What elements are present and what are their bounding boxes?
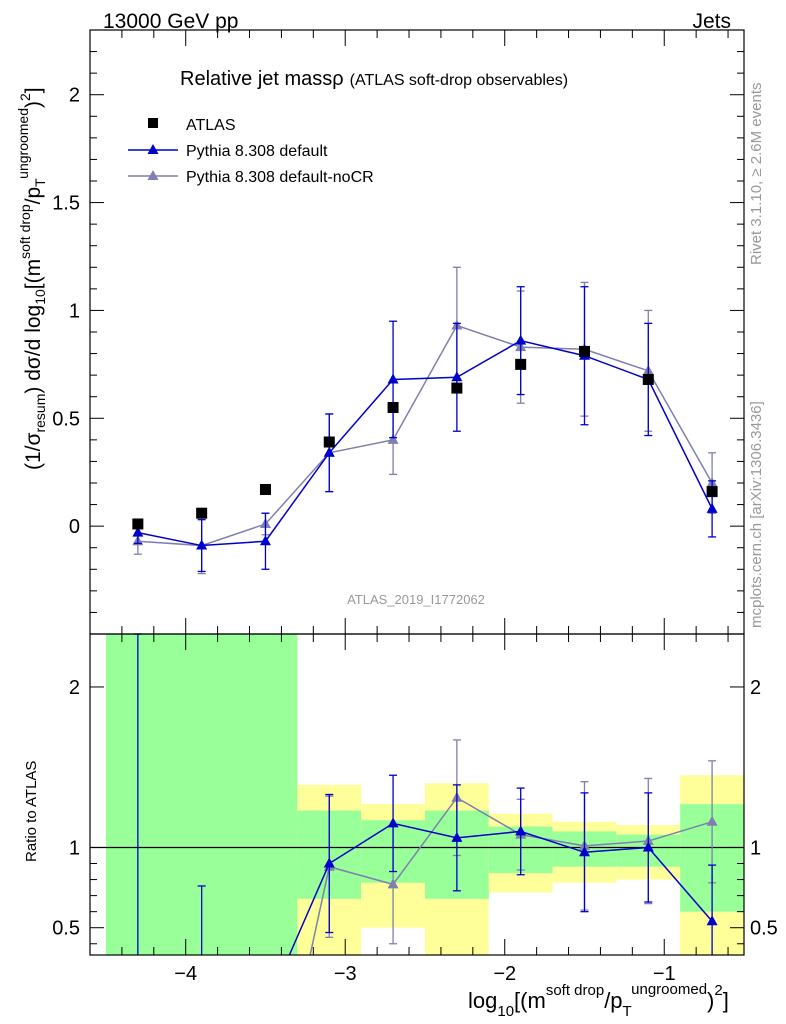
ratio-point-default — [451, 831, 463, 842]
legend-marker-nocr — [147, 170, 159, 180]
legend-label-atlas: ATLAS — [186, 117, 236, 134]
main-y-tick-label: 1.5 — [52, 193, 80, 215]
ratio-y-axis-label: Ratio to ATLAS — [23, 761, 40, 862]
analysis-label: ATLAS_2019_I1772062 — [347, 592, 485, 607]
header-energy: 13000 GeV pp — [103, 10, 238, 33]
main-point-default — [196, 539, 208, 550]
main-y-tick-label: 2 — [69, 85, 80, 107]
x-tick-label: −4 — [174, 963, 197, 985]
ratio-point-default — [706, 915, 718, 926]
ratio-y-tick-label: 2 — [69, 677, 80, 699]
axes-layer: 0 0.5 1 1.5 2 −4 −3 −2 −1 0.5 0.5 1 1 2 2 — [52, 29, 778, 985]
main-point-atlas — [387, 402, 399, 413]
legend-label-default: Pythia 8.308 default — [186, 143, 328, 160]
main-point-atlas — [132, 518, 144, 530]
main-point-default — [323, 446, 335, 457]
main-y-tick-label: 0 — [69, 516, 80, 538]
ratio-y-tick-label: 1 — [69, 837, 80, 859]
ratio-frame — [89, 633, 745, 956]
ratio-y-tick-label-right: 2 — [750, 677, 761, 699]
main-point-default — [706, 502, 718, 513]
main-line-nocr — [137, 324, 713, 547]
ratio-point-default — [578, 846, 590, 857]
legend-marker-default — [147, 144, 159, 154]
ratio-line-default — [288, 822, 713, 956]
main-point-default — [259, 535, 271, 546]
ratio-point-nocr — [387, 878, 399, 889]
legend: ATLAS Pythia 8.308 default Pythia 8.308 … — [128, 117, 374, 186]
ratio-point-default — [515, 825, 527, 836]
main-point-nocr — [387, 433, 399, 444]
main-point-default — [132, 526, 144, 537]
main-point-atlas — [323, 436, 335, 448]
main-point-atlas — [259, 483, 271, 495]
main-line-default — [137, 339, 713, 547]
x-tick-label: −3 — [334, 963, 357, 985]
main-point-atlas — [706, 486, 718, 498]
x-axis-label: log10[(msoft drop/pTungroomed)2] — [468, 981, 729, 1020]
ratio-line-nocr — [309, 796, 713, 956]
legend-label-nocr: Pythia 8.308 default-noCR — [186, 169, 374, 186]
main-point-atlas — [642, 373, 654, 385]
rivet-label: Rivet 3.1.10, ≥ 2.6M events — [748, 83, 765, 266]
main-y-tick-label: 0.5 — [52, 408, 80, 430]
main-series-layer — [132, 266, 718, 575]
ratio-y-tick-label-right: 1 — [750, 837, 761, 859]
ratio-point-default — [642, 841, 654, 852]
ratio-y-tick-label: 0.5 — [52, 918, 80, 940]
ratio-point-default — [387, 817, 399, 828]
main-point-default — [515, 334, 527, 345]
main-point-atlas — [578, 345, 590, 357]
mcplots-label: mcplots.cern.ch [arXiv:1306.3436] — [748, 401, 765, 628]
header-jets: Jets — [692, 10, 731, 33]
main-point-default — [451, 371, 463, 382]
main-point-atlas — [451, 382, 463, 394]
main-point-atlas — [196, 507, 208, 519]
main-point-default — [387, 373, 399, 384]
ratio-point-default — [323, 857, 335, 868]
plot-title-sub: (ATLAS soft-drop observables) — [350, 72, 568, 89]
ratio-panel — [90, 633, 744, 956]
plot-title: Relative jet massρ (ATLAS soft-drop obser… — [180, 68, 568, 90]
main-point-atlas — [515, 358, 527, 370]
main-y-tick-label: 1 — [69, 300, 80, 322]
main-y-axis-label: (1/σresum) dσ/d log10[(msoft drop/pTungr… — [15, 87, 48, 470]
plot-title-main: Relative jet massρ — [180, 68, 344, 90]
x-tick-label: −1 — [653, 963, 676, 985]
ratio-point-nocr — [706, 815, 718, 826]
x-tick-label: −2 — [493, 963, 516, 985]
legend-marker-atlas — [148, 118, 158, 128]
ratio-y-tick-label-right: 0.5 — [750, 918, 778, 940]
